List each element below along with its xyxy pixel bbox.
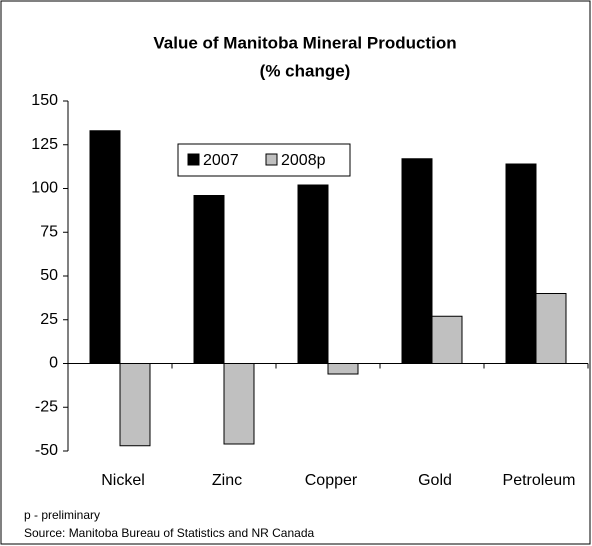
legend-box: [177, 143, 351, 177]
y-tick-label: 50: [40, 267, 58, 284]
bar: [535, 293, 567, 364]
y-tick-label: -25: [35, 398, 58, 415]
y-tick-label: 0: [49, 355, 58, 372]
bar: [297, 184, 329, 364]
source-note: Source: Manitoba Bureau of Statistics an…: [24, 526, 314, 540]
y-tick-label: 125: [31, 136, 58, 153]
bar: [119, 363, 151, 447]
y-tick-label: 150: [31, 92, 58, 109]
x-tick-label: Zinc: [212, 472, 242, 489]
chart-subtitle: (% change): [260, 61, 351, 80]
legend-swatch: [265, 153, 278, 166]
legend-label: 2007: [203, 152, 239, 169]
bar: [431, 315, 463, 364]
bar: [327, 363, 359, 375]
y-tick-label: 75: [40, 223, 58, 240]
x-tick-label: Nickel: [101, 472, 145, 489]
x-tick-label: Gold: [418, 472, 452, 489]
x-tick-label: Copper: [305, 472, 358, 489]
bar: [401, 158, 433, 364]
bar: [89, 130, 121, 364]
legend-label: 2008p: [281, 152, 326, 169]
y-tick-label: -50: [35, 442, 58, 459]
bar: [505, 163, 537, 364]
chart-title: Value of Manitoba Mineral Production: [153, 33, 456, 52]
footnote: p - preliminary: [24, 508, 100, 522]
bar: [193, 195, 225, 364]
legend-swatch: [187, 153, 200, 166]
y-tick-label: 25: [40, 311, 58, 328]
bar: [223, 363, 255, 445]
y-tick-label: 100: [31, 180, 58, 197]
x-tick-label: Petroleum: [503, 472, 576, 489]
